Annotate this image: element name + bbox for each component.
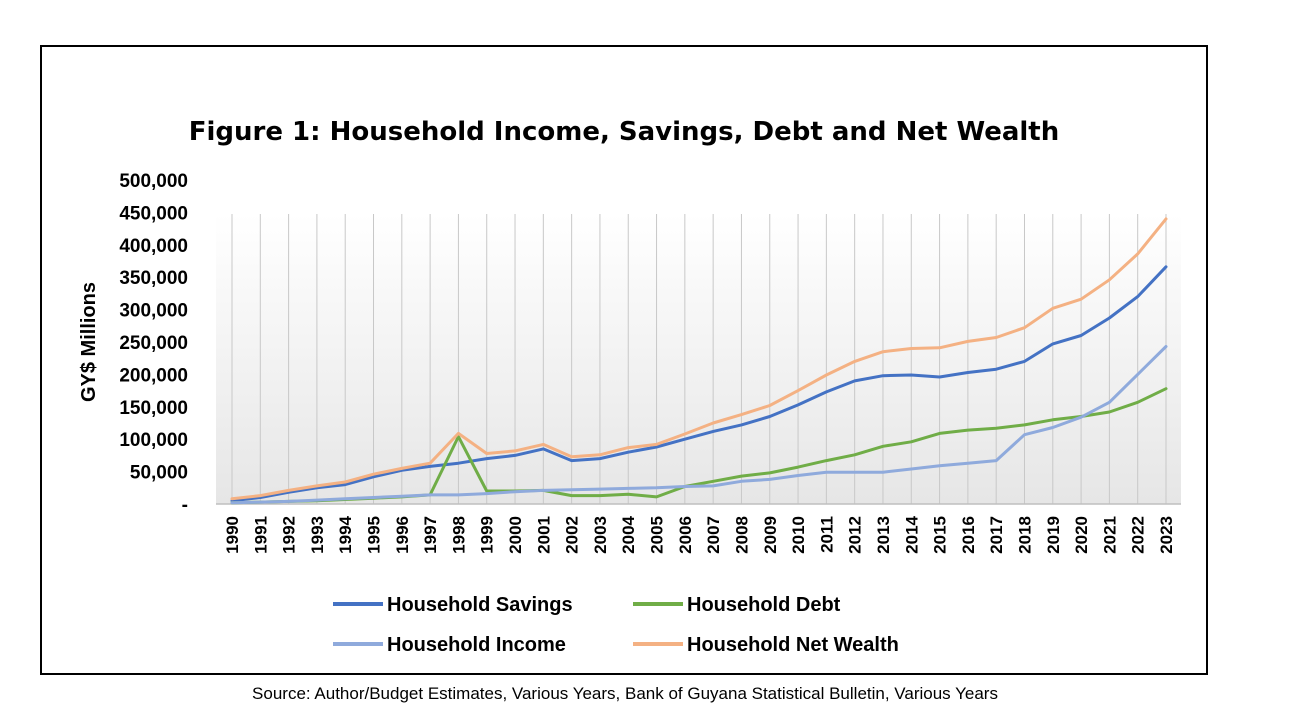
x-tick-label: 1996 <box>393 516 412 554</box>
x-tick-label: 1994 <box>336 515 355 553</box>
x-tick-label: 1993 <box>308 516 327 554</box>
x-tick-label: 2014 <box>902 515 921 553</box>
y-tick-label: 350,000 <box>119 268 188 289</box>
x-tick-label: 1999 <box>478 516 497 554</box>
x-tick-label: 1997 <box>421 516 440 554</box>
y-axis-label: GY$ Millions <box>78 282 100 402</box>
legend-household-net-wealth-label: Household Net Wealth <box>687 634 899 656</box>
x-tick-label: 1995 <box>365 516 384 554</box>
x-tick-label: 2002 <box>563 516 582 554</box>
x-tick-label: 2022 <box>1129 516 1148 554</box>
x-tick-label: 1998 <box>449 516 468 554</box>
x-tick-label: 2004 <box>619 515 638 553</box>
gridlines <box>231 214 1167 504</box>
source-note: Source: Author/Budget Estimates, Various… <box>252 684 998 703</box>
x-tick-label: 2001 <box>534 516 553 554</box>
series-line-household-net-wealth <box>230 217 1168 501</box>
x-tick-label: 2009 <box>761 516 780 554</box>
x-tick-label: 1992 <box>280 516 299 554</box>
y-tick-label: 250,000 <box>119 333 188 354</box>
x-tick-label: 2007 <box>704 516 723 554</box>
y-tick-label: 400,000 <box>119 236 188 257</box>
x-tick-label: 2017 <box>987 516 1006 554</box>
x-tick-label: 2006 <box>676 516 695 554</box>
x-tick-label: 2016 <box>959 516 978 554</box>
x-tick-label: 2011 <box>817 516 836 553</box>
x-tick-label: 2023 <box>1157 516 1176 554</box>
legend-household-savings-label: Household Savings <box>387 594 573 616</box>
x-tick-label: 2000 <box>506 516 525 554</box>
x-tick-label: 2012 <box>846 516 865 554</box>
x-tick-label: 2015 <box>931 516 950 554</box>
chart-frame <box>40 45 1208 675</box>
chart-title: Figure 1: Household Income, Savings, Deb… <box>189 117 1059 147</box>
y-tick-label: 200,000 <box>119 365 188 386</box>
x-tick-label: 2021 <box>1100 516 1119 554</box>
x-tick-label: 2005 <box>648 516 667 554</box>
legend: Household Savings Household Debt Household… <box>333 594 899 656</box>
x-tick-label: 2018 <box>1015 516 1034 554</box>
y-tick-label: 150,000 <box>119 398 188 419</box>
series-line-household-savings <box>230 265 1168 503</box>
x-tick-label: 1990 <box>223 516 242 554</box>
y-tick-label: 300,000 <box>119 301 188 322</box>
y-tick-labels: - 50,000 100,000 150,000 200,000 250,000 300,0… <box>119 171 188 516</box>
legend-household-debt-label: Household Debt <box>687 594 841 616</box>
x-tick-label: 2010 <box>789 516 808 554</box>
y-tick-label: 450,000 <box>119 203 188 224</box>
series-line-household-income <box>230 345 1168 505</box>
x-tick-label: 2020 <box>1072 516 1091 554</box>
legend-household-income-label: Household Income <box>387 634 566 656</box>
y-tick-label: - <box>182 495 188 516</box>
x-tick-label: 2013 <box>874 516 893 554</box>
x-tick-label: 2003 <box>591 516 610 554</box>
y-tick-label: 500,000 <box>119 171 188 192</box>
x-tick-labels: 1990 1991 1992 1993 1994 1995 1996 1997 1998 1999… <box>223 515 1176 553</box>
chart-area: Figure 1: Household Income, Savings, Deb… <box>78 117 1181 656</box>
x-tick-label: 2019 <box>1044 516 1063 554</box>
y-tick-label: 50,000 <box>130 463 188 484</box>
series-lines <box>230 217 1168 505</box>
y-tick-label: 100,000 <box>119 430 188 451</box>
x-tick-label: 2008 <box>732 516 751 554</box>
x-tick-label: 1991 <box>251 516 270 554</box>
plot-background <box>216 214 1181 504</box>
